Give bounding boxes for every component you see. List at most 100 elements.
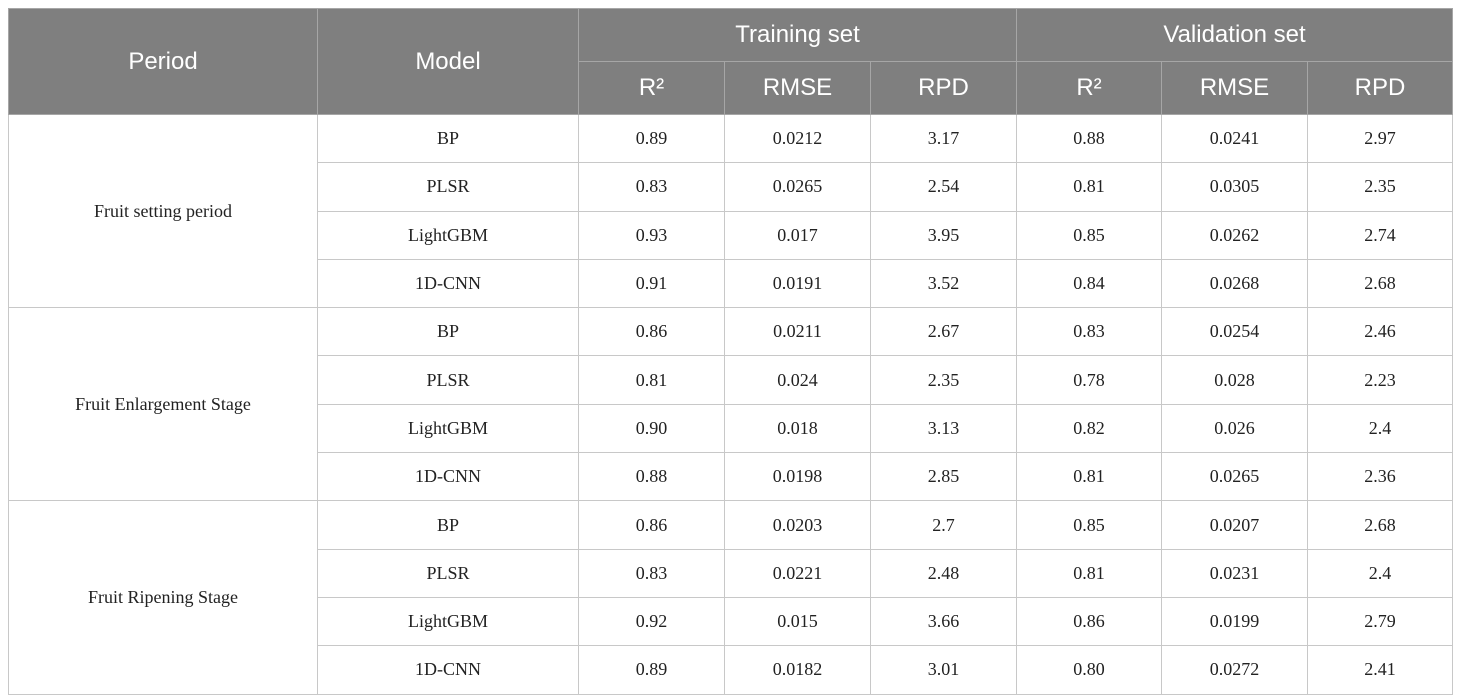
value-cell: 0.83 [1016,307,1162,357]
table-row: PLSR 0.83 0.0265 2.54 0.81 0.0305 2.35 [9,162,1453,212]
value-cell: 0.0207 [1161,500,1308,550]
value-cell: 2.97 [1307,113,1453,164]
value-cell: 0.89 [578,645,725,695]
value-cell: 2.48 [870,548,1017,598]
metric-header: R² [578,61,725,115]
value-cell: 0.81 [578,355,725,405]
value-cell: 2.85 [870,452,1017,502]
value-cell: 0.0212 [724,113,871,164]
value-cell: 0.0198 [724,452,871,502]
value-cell: 2.68 [1307,500,1453,550]
model-cell: 1D-CNN [317,452,579,502]
value-cell: 2.68 [1307,258,1453,309]
value-cell: 0.0241 [1161,113,1308,164]
group-header: Training set [578,8,1017,62]
value-cell: 0.83 [578,162,725,212]
value-cell: 0.0272 [1161,645,1308,695]
metric-header: RMSE [1161,61,1308,115]
value-cell: 0.90 [578,403,725,454]
table-row: Fruit Ripening Stage BP 0.86 0.0203 2.7 0.85 0… [8,500,1453,695]
value-cell: 0.0203 [724,500,871,550]
value-cell: 0.86 [578,307,725,357]
model-cell: PLSR [317,355,579,405]
metric-header: RMSE [724,61,871,115]
value-cell: 0.0221 [724,548,871,598]
value-cell: 0.0265 [1161,452,1308,502]
table-row: Fruit Enlargement Stage BP 0.86 0.0211 2.67 0… [8,307,1453,502]
value-cell: 0.0191 [724,258,871,309]
table-row: PLSR 0.83 0.0221 2.48 0.81 0.0231 2.4 [9,548,1453,598]
value-cell: 0.026 [1161,403,1308,454]
table-header: Period Model Training set Validation set… [8,8,1453,115]
results-table: Period Model Training set Validation set… [8,8,1453,695]
value-cell: 0.91 [578,258,725,309]
value-cell: 3.01 [870,645,1017,695]
metric-header: R² [1016,61,1162,115]
value-cell: 0.028 [1161,355,1308,405]
group-header: Validation set [1016,8,1453,62]
value-cell: 2.23 [1307,355,1453,405]
value-cell: 3.13 [870,403,1017,454]
value-cell: 2.79 [1307,596,1453,647]
table-row: LightGBM 0.92 0.015 3.66 0.86 0.0199 2.79 [9,596,1453,647]
value-cell: 0.0265 [724,162,871,212]
value-cell: 0.89 [578,113,725,164]
value-cell: 2.35 [1307,162,1453,212]
value-cell: 0.0199 [1161,596,1308,647]
model-cell: LightGBM [317,596,579,647]
value-cell: 0.92 [578,596,725,647]
model-cell: BP [317,113,579,164]
table-row: 1D-CNN 0.91 0.0191 3.52 0.84 0.0268 2.68 [9,258,1453,309]
header-row: Period Model Training set Validation set [8,8,1453,115]
value-cell: 0.84 [1016,258,1162,309]
table-row: 1D-CNN 0.88 0.0198 2.85 0.81 0.0265 2.36 [9,452,1453,502]
value-cell: 0.81 [1016,452,1162,502]
value-cell: 2.41 [1307,645,1453,695]
value-cell: 3.95 [870,210,1017,260]
value-cell: 2.46 [1307,307,1453,357]
value-cell: 0.81 [1016,162,1162,212]
metric-header: RPD [1307,61,1453,115]
model-cell: 1D-CNN [317,258,579,309]
value-cell: 2.54 [870,162,1017,212]
value-cell: 0.83 [578,548,725,598]
value-cell: 0.0182 [724,645,871,695]
value-cell: 0.0254 [1161,307,1308,357]
value-cell: 2.7 [870,500,1017,550]
table-row: Fruit setting period BP 0.89 0.0212 3.17 0.88… [8,113,1453,309]
value-cell: 3.52 [870,258,1017,309]
model-cell: LightGBM [317,403,579,454]
value-cell: 0.81 [1016,548,1162,598]
model-cell: BP [317,500,579,550]
value-cell: 0.86 [1016,596,1162,647]
period-header: Period [8,8,318,115]
value-cell: 2.4 [1307,403,1453,454]
value-cell: 2.35 [870,355,1017,405]
header-row: R² RMSE RPD R² RMSE RPD [9,61,1453,115]
table-row: LightGBM 0.90 0.018 3.13 0.82 0.026 2.4 [9,403,1453,454]
value-cell: 2.74 [1307,210,1453,260]
value-cell: 0.93 [578,210,725,260]
model-cell: PLSR [317,162,579,212]
table-body: Fruit setting period BP 0.89 0.0212 3.17 0.88… [8,113,1453,695]
table-row: 1D-CNN 0.89 0.0182 3.01 0.80 0.0272 2.41 [9,645,1453,695]
value-cell: 0.0305 [1161,162,1308,212]
value-cell: 0.88 [1016,113,1162,164]
value-cell: 0.85 [1016,210,1162,260]
value-cell: 3.17 [870,113,1017,164]
period-cell: Fruit setting period [8,113,318,309]
value-cell: 0.0211 [724,307,871,357]
value-cell: 2.4 [1307,548,1453,598]
value-cell: 2.36 [1307,452,1453,502]
model-cell: BP [317,307,579,357]
model-cell: LightGBM [317,210,579,260]
value-cell: 0.86 [578,500,725,550]
period-cell: Fruit Ripening Stage [8,500,318,695]
value-cell: 0.017 [724,210,871,260]
value-cell: 0.88 [578,452,725,502]
value-cell: 0.024 [724,355,871,405]
value-cell: 0.0231 [1161,548,1308,598]
period-cell: Fruit Enlargement Stage [8,307,318,502]
value-cell: 0.0268 [1161,258,1308,309]
